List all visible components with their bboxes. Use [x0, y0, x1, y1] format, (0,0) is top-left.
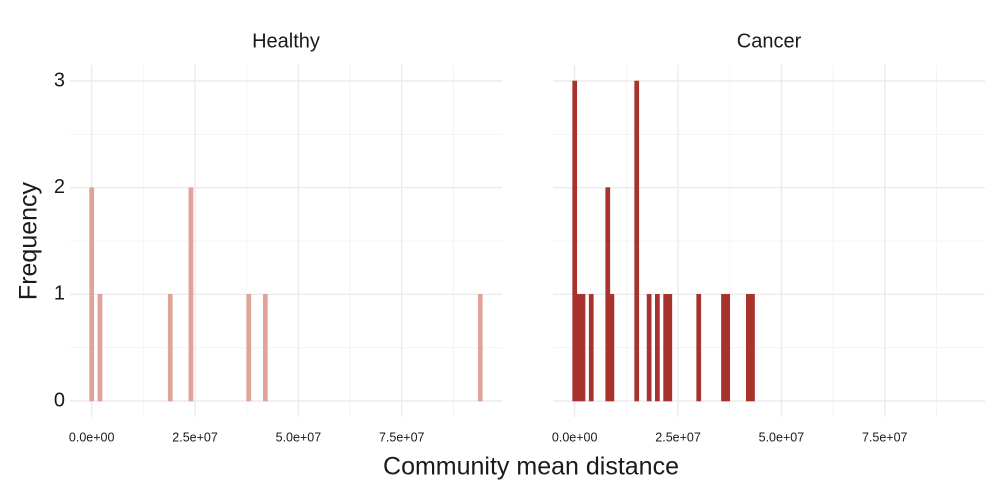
bar [655, 294, 660, 402]
bar [634, 80, 640, 402]
y-tick-label: 0 [54, 389, 65, 411]
panel-title: Healthy [252, 30, 320, 52]
x-tick-label: 0.0e+00 [552, 430, 598, 444]
bar [580, 294, 586, 402]
x-tick-label: 2.5e+07 [172, 430, 218, 444]
x-axis-title: Community mean distance [383, 453, 679, 481]
x-tick-label: 5.0e+07 [276, 430, 322, 444]
bar [572, 80, 578, 402]
y-tick-label: 1 [54, 283, 65, 305]
bar [663, 294, 669, 402]
bar [745, 294, 751, 402]
y-axis-title: Frequency [15, 181, 43, 300]
bar [696, 294, 702, 402]
bar [97, 294, 103, 402]
bar [609, 294, 615, 402]
x-tick-label: 7.5e+07 [379, 430, 425, 444]
bar [725, 294, 731, 402]
bar [605, 187, 611, 402]
bar [188, 187, 194, 402]
bar [576, 294, 582, 402]
panel-title: Cancer [737, 30, 802, 52]
bar [262, 294, 268, 402]
bar [246, 294, 252, 402]
x-tick-label: 2.5e+07 [655, 430, 701, 444]
bar [667, 294, 673, 402]
bar [167, 294, 173, 402]
bar [646, 294, 652, 402]
y-tick-label: 3 [54, 69, 65, 91]
x-tick-label: 5.0e+07 [759, 430, 805, 444]
bar [477, 294, 483, 402]
bar [588, 294, 594, 402]
bar [750, 294, 755, 402]
bar [721, 294, 726, 402]
y-tick-label: 2 [54, 176, 65, 198]
x-tick-label: 0.0e+00 [69, 430, 115, 444]
bar [89, 187, 95, 402]
x-tick-label: 7.5e+07 [862, 430, 908, 444]
